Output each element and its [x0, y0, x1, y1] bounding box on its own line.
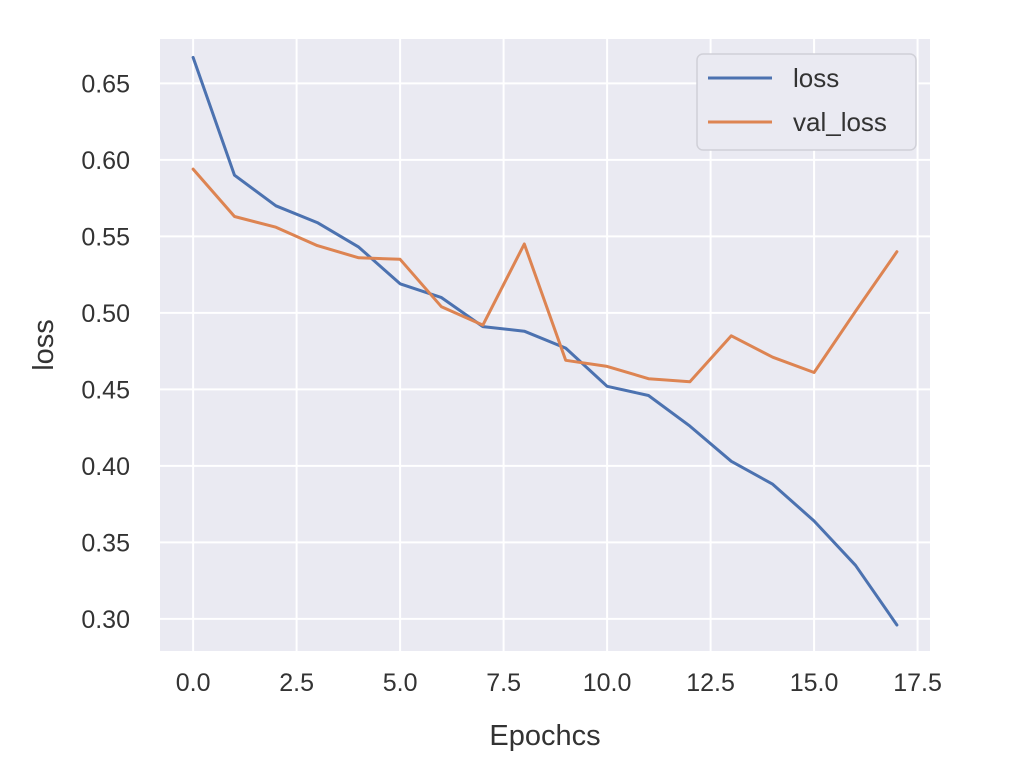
y-tick-label: 0.45 [81, 376, 130, 404]
grid-lines [160, 39, 930, 651]
series-line-val-loss [191, 167, 899, 384]
y-tick-label: 0.65 [81, 70, 130, 98]
x-axis-label: Epochcs [489, 720, 600, 752]
x-tick-label: 17.5 [893, 669, 942, 697]
y-axis-label: loss [28, 319, 60, 371]
x-tick-label: 0.0 [176, 669, 211, 697]
y-tick-label: 0.55 [81, 223, 130, 251]
legend-label-val-loss: val_loss [793, 107, 887, 137]
x-tick-label: 15.0 [790, 669, 839, 697]
x-tick-label: 5.0 [383, 669, 418, 697]
x-tick-label: 12.5 [686, 669, 735, 697]
series-lines [191, 55, 899, 627]
legend-label-loss: loss [793, 63, 839, 93]
legend: loss val_loss [696, 53, 917, 151]
y-tick-label: 0.35 [81, 529, 130, 557]
x-tick-label: 2.5 [279, 669, 314, 697]
y-tick-label: 0.40 [81, 453, 130, 481]
y-tick-label: 0.30 [81, 606, 130, 634]
y-tick-label: 0.50 [81, 300, 130, 328]
series-line-loss [191, 55, 899, 627]
x-tick-label: 7.5 [486, 669, 521, 697]
tick-labels: 0.0 2.5 5.0 7.5 10.0 12.5 15.0 17.5 0.30 0.35 0.40… [81, 70, 942, 697]
y-tick-label: 0.60 [81, 147, 130, 175]
x-tick-label: 10.0 [583, 669, 632, 697]
